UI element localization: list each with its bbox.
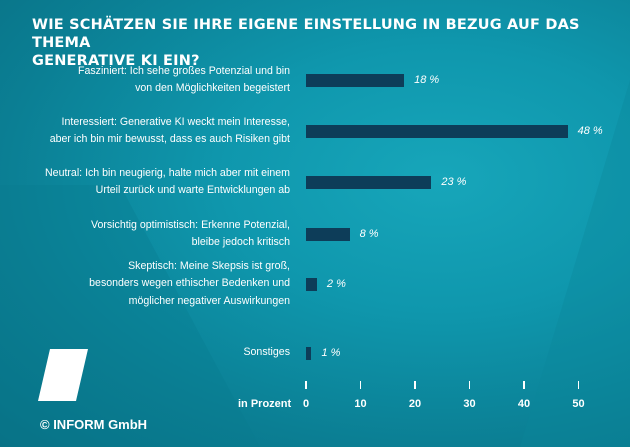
bar [306,347,311,360]
category-label-line: Neutral: Ich bin neugierig, halte mich a… [10,165,290,183]
x-axis-tick [360,381,362,389]
bar [306,278,317,291]
category-label: Neutral: Ich bin neugierig, halte mich a… [10,165,290,200]
x-axis-tick [578,381,580,389]
chart-title-line-1: WIE SCHÄTZEN SIE IHRE EIGENE EINSTELLUNG… [32,16,592,52]
category-label-line: Urteil zurück und warte Entwicklungen ab [10,182,290,200]
data-label: 8 % [360,228,379,241]
bar [306,176,431,189]
x-axis-tick [523,381,525,389]
x-axis-tick [414,381,416,389]
copyright-text: © INFORM GmbH [40,417,147,433]
x-axis-tick-label: 10 [346,398,376,411]
data-label: 23 % [441,176,466,189]
category-label-line: Vorsichtig optimistisch: Erkenne Potenzi… [10,217,290,235]
x-axis-tick-label: 50 [564,398,594,411]
x-axis-tick [305,381,307,389]
category-label-line: besonders wegen ethischer Bedenken und [10,275,290,293]
category-label-line: Interessiert: Generative KI weckt mein I… [10,114,290,132]
category-label-line: bleibe jedoch kritisch [10,234,290,252]
category-label: Skeptisch: Meine Skepsis ist groß, besond… [10,258,290,311]
category-label: Fasziniert: Ich sehe großes Potenzial un… [10,63,290,98]
category-label: Interessiert: Generative KI weckt mein I… [10,114,290,149]
category-label-line: möglicher negativer Auswirkungen [10,293,290,311]
inform-logo-icon [38,349,88,401]
bar [306,125,568,138]
bar [306,74,404,87]
category-label-line: von den Möglichkeiten begeistert [10,80,290,98]
x-axis-tick-label: 20 [400,398,430,411]
category-label-line: Skeptisch: Meine Skepsis ist groß, [10,258,290,276]
data-label: 1 % [321,347,340,360]
data-label: 18 % [414,74,439,87]
data-label: 48 % [578,125,603,138]
category-label-line: Fasziniert: Ich sehe großes Potenzial un… [10,63,290,81]
x-axis-tick-label: 0 [291,398,321,411]
x-axis-tick-label: 30 [455,398,485,411]
bar [306,228,350,241]
data-label: 2 % [327,278,346,291]
x-axis-label: in Prozent [238,398,291,411]
x-axis-tick-label: 40 [509,398,539,411]
category-label: Vorsichtig optimistisch: Erkenne Potenzi… [10,217,290,252]
category-label-line: aber ich bin mir bewusst, dass es auch R… [10,131,290,149]
x-axis-tick [469,381,471,389]
